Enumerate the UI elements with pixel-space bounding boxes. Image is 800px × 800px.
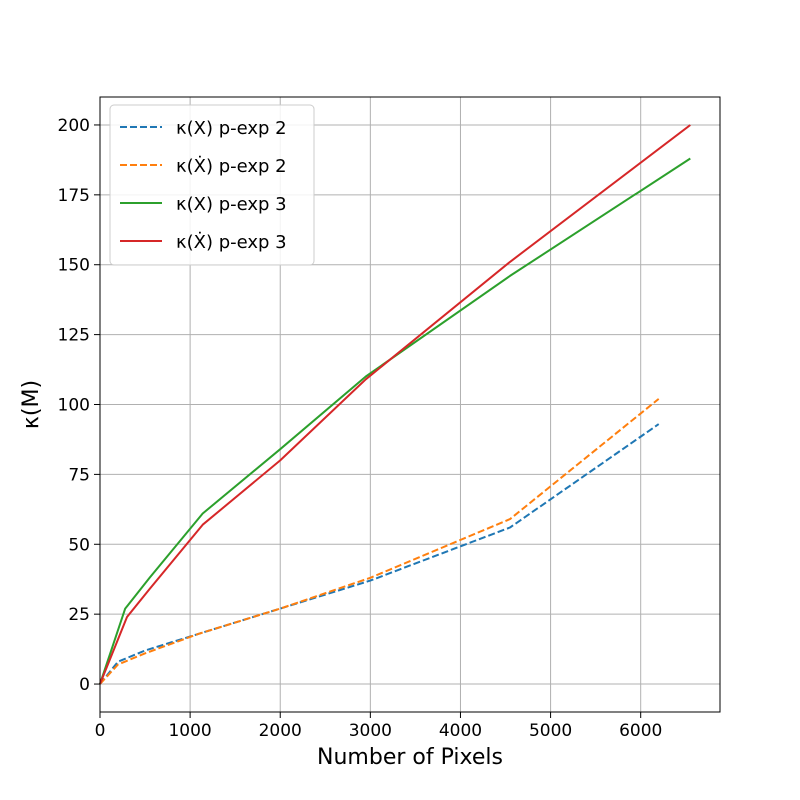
legend-label-3: κ(X) p-exp 3 (176, 194, 287, 215)
y-tick-label: 175 (58, 186, 90, 206)
legend-box (109, 104, 315, 266)
grid (99, 97, 720, 712)
series-line-2 (99, 398, 660, 685)
series-line-4 (99, 124, 691, 685)
legend-label-1: κ(X) p-exp 2 (176, 118, 287, 139)
x-axis-title: Number of Pixels (317, 745, 503, 770)
series-line-1 (99, 423, 660, 685)
x-tick-label: 5000 (529, 721, 572, 741)
y-tick-label: 125 (58, 326, 90, 346)
x-tick-label: 4000 (439, 721, 482, 741)
x-tick-label: 6000 (619, 721, 662, 741)
x-tick-label: 2000 (259, 721, 302, 741)
legend-label-4: κ(Ẋ) p-exp 3 (176, 232, 287, 253)
x-tick-label: 3000 (349, 721, 392, 741)
y-tick-label: 200 (58, 116, 90, 136)
y-tick-label: 0 (79, 675, 90, 695)
x-tick-label: 1000 (168, 721, 211, 741)
y-tick-label: 25 (68, 605, 90, 625)
y-tick-label: 100 (58, 396, 90, 416)
y-tick-label: 50 (68, 535, 90, 555)
plot-series (99, 124, 691, 685)
y-axis-title: κ(M) (19, 380, 44, 429)
legend: κ(X) p-exp 2 κ(Ẋ) p-exp 2 κ(X) p-exp 3 κ(Ẋ)… (109, 104, 315, 266)
series-line-3 (99, 157, 691, 685)
x-tick-label: 0 (95, 721, 106, 741)
legend-label-2: κ(Ẋ) p-exp 2 (176, 156, 287, 177)
axis-ticks: 0 1000 2000 3000 4000 5000 6000 0 25 50 75 100 125 15… (58, 116, 663, 741)
y-tick-label: 75 (68, 465, 90, 485)
y-tick-label: 150 (58, 256, 90, 276)
